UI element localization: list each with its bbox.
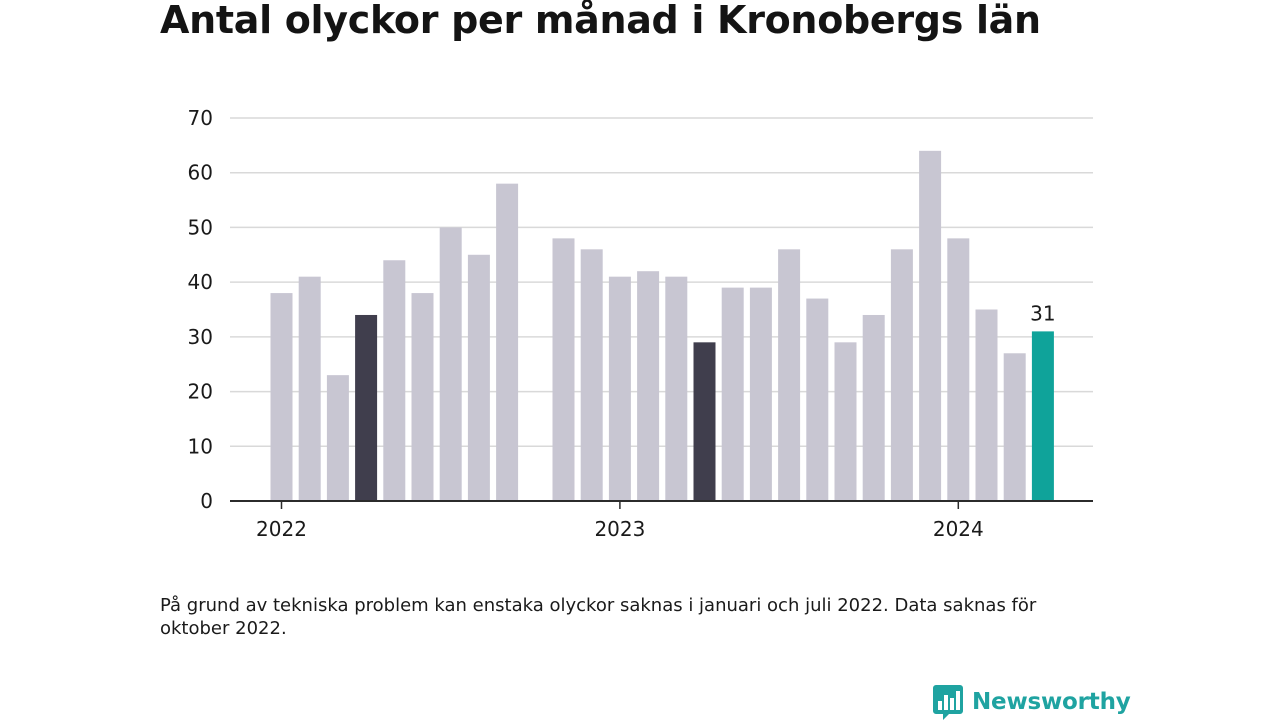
y-tick-label: 60 (188, 161, 213, 185)
x-tick-label: 2022 (256, 517, 307, 541)
y-tick-label: 10 (188, 434, 213, 458)
y-tick-label: 70 (188, 106, 213, 130)
bar (637, 271, 660, 501)
bar (975, 309, 998, 501)
bar (298, 276, 321, 501)
bar (862, 314, 885, 501)
bar (355, 314, 378, 501)
bar (890, 249, 913, 501)
x-tick-label: 2023 (594, 517, 645, 541)
bars (270, 150, 1054, 502)
bar (326, 375, 349, 501)
bar (693, 342, 716, 501)
y-tick-label: 50 (188, 215, 213, 239)
bar (439, 227, 462, 501)
bar (1003, 353, 1026, 501)
bar (552, 238, 575, 501)
x-tick-label: 2024 (933, 517, 984, 541)
bar (467, 254, 490, 501)
bar (411, 293, 434, 501)
bar (919, 150, 942, 502)
footnote: På grund av tekniska problem kan enstaka… (160, 595, 1037, 639)
chart-title: Antal olyckor per månad i Kronobergs län (160, 0, 1041, 42)
data-label: 31 (1030, 301, 1055, 325)
bar (778, 249, 801, 501)
bar (1031, 331, 1054, 501)
bar (721, 287, 744, 501)
brand-logo: Newsworthy (932, 682, 1131, 722)
bar (608, 276, 631, 501)
y-tick-label: 30 (188, 325, 213, 349)
brand-name: Newsworthy (972, 689, 1131, 715)
y-tick-label: 0 (200, 489, 213, 513)
y-axis-ticks: 0 10 20 30 40 50 60 70 (188, 106, 213, 513)
bar (383, 260, 406, 501)
bar (580, 249, 603, 501)
bar (270, 293, 293, 501)
y-tick-label: 40 (188, 270, 213, 294)
y-tick-label: 20 (188, 380, 213, 404)
bar (947, 238, 970, 501)
newsworthy-logo-icon (933, 685, 963, 720)
bar (665, 276, 688, 501)
bar (834, 342, 857, 501)
bar (749, 287, 772, 501)
x-axis-ticks: 2022 2023 2024 (256, 501, 984, 541)
data-labels: 31 (1030, 301, 1055, 325)
bar (806, 298, 829, 501)
bar (496, 183, 519, 501)
